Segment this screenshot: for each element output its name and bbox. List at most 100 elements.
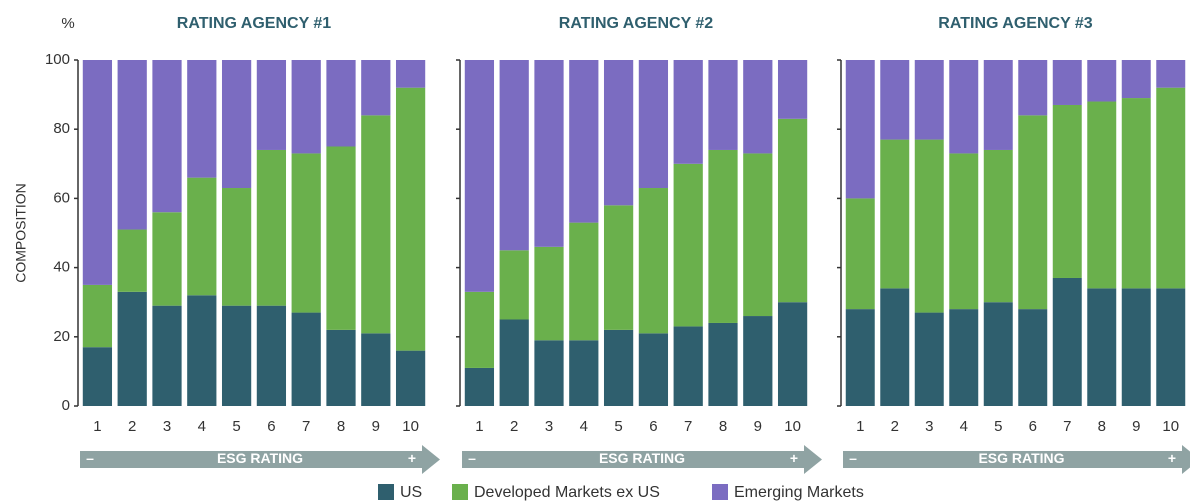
bar-segment: [845, 198, 875, 310]
x-high-label: +: [408, 450, 416, 466]
x-tick-label: 1: [93, 418, 101, 435]
y-tick-label: 40: [53, 259, 70, 276]
bar-segment: [291, 153, 321, 313]
legend-swatch: [712, 484, 728, 500]
bar-segment: [221, 60, 252, 189]
bar-segment: [534, 246, 564, 341]
bar-segment: [187, 295, 217, 406]
x-tick-label: 5: [232, 418, 240, 435]
panel-title: RATING AGENCY #2: [559, 15, 714, 32]
bar-segment: [117, 291, 147, 406]
bar-segment: [1018, 309, 1048, 406]
x-tick-label: 2: [510, 418, 518, 435]
bar-segment: [673, 60, 703, 164]
bar-segment: [983, 60, 1013, 150]
bar-segment: [743, 316, 773, 406]
x-tick-label: 7: [1063, 418, 1071, 435]
bar-segment: [1121, 60, 1151, 99]
bar-segment: [395, 87, 426, 351]
bar-segment: [499, 60, 529, 251]
bar-segment: [983, 149, 1013, 303]
bar-segment: [914, 139, 944, 313]
x-tick-label: 9: [372, 418, 380, 435]
legend-swatch: [452, 484, 468, 500]
bar-segment: [673, 326, 703, 406]
x-tick-label: 3: [163, 418, 171, 435]
bar-segment: [395, 350, 426, 406]
x-tick-label: 6: [267, 418, 275, 435]
bar-segment: [82, 60, 113, 285]
x-tick-label: 7: [302, 418, 310, 435]
bar-segment: [361, 115, 391, 334]
bar-segment: [464, 60, 495, 292]
bar-segment: [880, 60, 910, 140]
bar-segment: [1156, 288, 1186, 406]
bar-segment: [1156, 87, 1186, 289]
bar-segment: [256, 149, 287, 306]
x-tick-label: 3: [545, 418, 553, 435]
bar-segment: [499, 250, 529, 320]
bar-segment: [1087, 101, 1117, 289]
x-tick-label: 2: [128, 418, 136, 435]
bar-segment: [845, 309, 875, 406]
bar-segment: [638, 188, 669, 334]
bar-segment: [464, 291, 495, 368]
x-tick-label: 10: [1162, 418, 1179, 435]
x-tick-label: 5: [614, 418, 622, 435]
bar-segment: [569, 340, 599, 406]
bar-segment: [914, 312, 944, 406]
bar-segment: [256, 305, 287, 406]
bar-segment: [1052, 104, 1082, 278]
x-tick-label: 1: [856, 418, 864, 435]
x-tick-label: 7: [684, 418, 692, 435]
bar-segment: [395, 60, 426, 88]
bar-segment: [569, 60, 599, 223]
esg-arrow: [80, 445, 440, 474]
bar-segment: [361, 60, 391, 116]
x-tick-label: 1: [475, 418, 483, 435]
y-tick-label: 100: [45, 51, 70, 68]
x-low-label: –: [468, 450, 476, 466]
bar-segment: [949, 60, 979, 154]
bar-segment: [326, 329, 356, 406]
x-tick-label: 6: [649, 418, 657, 435]
panel-title: RATING AGENCY #3: [938, 15, 1093, 32]
bar-segment: [603, 205, 634, 330]
bar-segment: [708, 149, 738, 323]
bar-segment: [845, 60, 875, 199]
bar-segment: [949, 309, 979, 406]
bar-segment: [187, 60, 217, 178]
legend-label: US: [400, 484, 422, 501]
legend-label: Developed Markets ex US: [474, 484, 660, 501]
x-tick-label: 10: [784, 418, 801, 435]
bar-segment: [82, 347, 113, 406]
bar-segment: [603, 60, 634, 206]
y-tick-label: 80: [53, 120, 70, 137]
x-tick-label: 4: [198, 418, 206, 435]
bar-segment: [1052, 277, 1082, 406]
bar-segment: [221, 188, 252, 306]
bar-segment: [499, 319, 529, 406]
x-axis-label: ESG RATING: [217, 450, 303, 466]
bar-segment: [152, 212, 182, 306]
y-tick-label: 0: [62, 397, 70, 414]
bar-segment: [361, 333, 391, 406]
bar-segment: [673, 163, 703, 327]
bar-segment: [708, 322, 738, 406]
bar-segment: [117, 60, 147, 230]
bar-segment: [777, 302, 808, 406]
bar-segment: [603, 329, 634, 406]
y-tick-label: 20: [53, 328, 70, 345]
x-axis-label: ESG RATING: [978, 450, 1064, 466]
y-tick-label: 60: [53, 189, 70, 206]
bar-segment: [638, 333, 669, 406]
x-tick-label: 2: [891, 418, 899, 435]
bar-segment: [1087, 288, 1117, 406]
y-axis-label: COMPOSITION: [13, 183, 29, 283]
bar-segment: [1156, 60, 1186, 88]
bar-segment: [569, 222, 599, 341]
bar-segment: [1018, 60, 1048, 116]
bar-segment: [291, 60, 321, 154]
bar-segment: [777, 118, 808, 303]
